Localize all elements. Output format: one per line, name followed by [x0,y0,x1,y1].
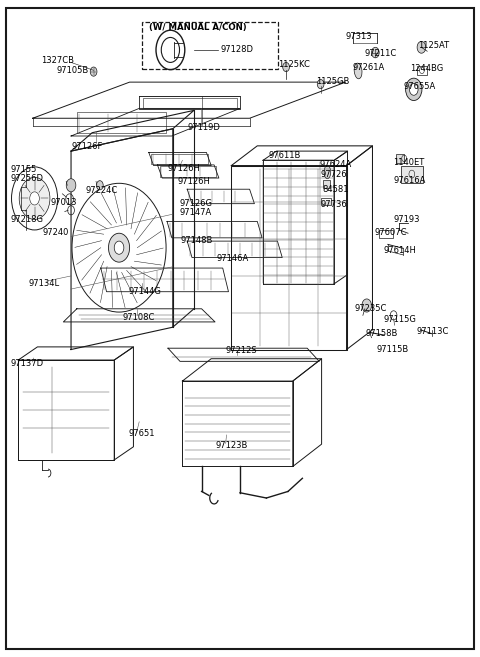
Text: 97614H: 97614H [384,246,417,256]
Text: 97224C: 97224C [85,186,118,195]
Circle shape [283,62,289,72]
Circle shape [90,67,97,76]
Bar [77,112,166,133]
Text: 97144G: 97144G [129,287,161,296]
Circle shape [108,233,130,262]
Text: 97105B: 97105B [57,66,89,76]
Text: 97126G: 97126G [180,199,213,208]
Text: 1125GB: 1125GB [316,77,349,86]
Text: 84581: 84581 [323,185,349,194]
Text: 97726: 97726 [321,170,347,179]
Text: 97147A: 97147A [180,208,212,217]
Circle shape [30,192,39,205]
Text: 97113C: 97113C [417,327,449,336]
Text: 1125AT: 1125AT [418,41,449,51]
Bar [379,230,393,238]
Circle shape [19,177,50,219]
Text: 97261A: 97261A [353,62,385,72]
Text: 97193: 97193 [394,215,420,224]
Text: 97119D: 97119D [187,123,220,132]
Text: 97651: 97651 [129,429,155,438]
Text: 97013: 97013 [50,198,77,207]
Text: 1244BG: 1244BG [410,64,444,73]
Text: 97126F: 97126F [71,142,102,151]
Text: 97256D: 97256D [11,174,44,183]
Circle shape [66,179,76,192]
Bar [323,180,330,188]
Ellipse shape [354,63,362,79]
Circle shape [409,83,418,95]
Text: 1125KC: 1125KC [278,60,310,69]
Text: 97126H: 97126H [178,177,210,186]
Bar [417,66,427,75]
Text: 97655A: 97655A [403,82,435,91]
Bar [396,154,404,163]
Text: 97624A: 97624A [319,160,351,169]
Circle shape [96,181,103,190]
Circle shape [372,47,379,58]
Circle shape [317,79,324,89]
Text: 1140ET: 1140ET [393,158,424,168]
Text: 97108C: 97108C [123,313,155,323]
Text: 97235C: 97235C [354,304,386,313]
Text: 97212S: 97212S [226,346,257,355]
Text: 97155: 97155 [11,165,37,174]
Text: 97115G: 97115G [384,315,417,324]
Bar [151,154,208,164]
Text: 97115B: 97115B [376,345,408,354]
Bar [160,166,216,177]
Bar [321,198,331,205]
Bar [143,98,237,108]
Text: (W/ MANUAL A/CON): (W/ MANUAL A/CON) [149,23,246,32]
Text: 97240: 97240 [42,228,69,237]
Text: 1327CB: 1327CB [41,56,74,65]
Text: 97134L: 97134L [29,279,60,288]
Text: 97158B: 97158B [366,329,398,338]
Circle shape [417,41,426,53]
Text: 97218G: 97218G [11,215,44,224]
Text: 97313: 97313 [346,32,372,41]
Text: 97148B: 97148B [180,236,213,245]
Circle shape [406,78,422,101]
Circle shape [362,299,372,312]
Ellipse shape [324,166,331,179]
Text: 97211C: 97211C [365,49,397,58]
Text: 97611B: 97611B [269,150,301,160]
Text: 97123B: 97123B [215,441,247,450]
Bar [401,166,423,183]
Text: 97126H: 97126H [167,164,200,173]
Text: 97616A: 97616A [394,175,426,185]
Bar [142,22,278,69]
Text: 97146A: 97146A [217,254,249,263]
Circle shape [114,241,124,254]
Text: 97128D: 97128D [221,45,254,55]
Text: 97736: 97736 [321,200,348,210]
Text: 97607C: 97607C [374,228,407,237]
Text: 97137D: 97137D [11,359,44,369]
